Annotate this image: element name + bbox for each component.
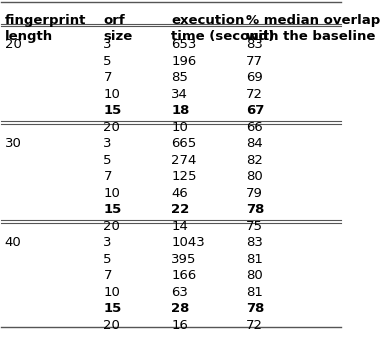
Text: 10: 10 xyxy=(103,286,120,299)
Text: orf
size: orf size xyxy=(103,14,132,43)
Text: 16: 16 xyxy=(171,319,188,332)
Text: 1043: 1043 xyxy=(171,236,205,249)
Text: 10: 10 xyxy=(103,88,120,101)
Text: 78: 78 xyxy=(246,302,265,315)
Text: 10: 10 xyxy=(171,121,188,134)
Text: 15: 15 xyxy=(103,203,122,216)
Text: 84: 84 xyxy=(246,137,263,150)
Text: 81: 81 xyxy=(246,253,263,266)
Text: 5: 5 xyxy=(103,154,112,167)
Text: 395: 395 xyxy=(171,253,197,266)
Text: 653: 653 xyxy=(171,38,197,51)
Text: 77: 77 xyxy=(246,55,263,68)
Text: 81: 81 xyxy=(246,286,263,299)
Text: 196: 196 xyxy=(171,55,197,68)
Text: 20: 20 xyxy=(103,121,120,134)
Text: 5: 5 xyxy=(103,253,112,266)
Text: 3: 3 xyxy=(103,236,112,249)
Text: % median overlap
with the baseline: % median overlap with the baseline xyxy=(246,14,381,43)
Text: 20: 20 xyxy=(103,220,120,233)
Text: 18: 18 xyxy=(171,104,190,117)
Text: 14: 14 xyxy=(171,220,188,233)
Text: 67: 67 xyxy=(246,104,265,117)
Text: 7: 7 xyxy=(103,269,112,282)
Text: 69: 69 xyxy=(246,71,263,84)
Text: 3: 3 xyxy=(103,137,112,150)
Text: 83: 83 xyxy=(246,38,263,51)
Text: 75: 75 xyxy=(246,220,263,233)
Text: 63: 63 xyxy=(171,286,188,299)
Text: 40: 40 xyxy=(5,236,22,249)
Text: 83: 83 xyxy=(246,236,263,249)
Text: execution
time (second): execution time (second) xyxy=(171,14,275,43)
Text: 125: 125 xyxy=(171,170,197,183)
Text: 22: 22 xyxy=(171,203,190,216)
Text: 20: 20 xyxy=(103,319,120,332)
Text: 66: 66 xyxy=(246,121,263,134)
Text: 15: 15 xyxy=(103,104,122,117)
Text: 166: 166 xyxy=(171,269,197,282)
Text: 82: 82 xyxy=(246,154,263,167)
Text: 7: 7 xyxy=(103,170,112,183)
Text: 85: 85 xyxy=(171,71,188,84)
Text: 7: 7 xyxy=(103,71,112,84)
Text: 30: 30 xyxy=(5,137,22,150)
Text: 3: 3 xyxy=(103,38,112,51)
Text: 80: 80 xyxy=(246,269,263,282)
Text: 28: 28 xyxy=(171,302,190,315)
Text: 79: 79 xyxy=(246,187,263,200)
Text: 10: 10 xyxy=(103,187,120,200)
Text: 34: 34 xyxy=(171,88,188,101)
Text: 274: 274 xyxy=(171,154,197,167)
Text: 72: 72 xyxy=(246,319,263,332)
Text: 78: 78 xyxy=(246,203,265,216)
Text: 80: 80 xyxy=(246,170,263,183)
Text: 15: 15 xyxy=(103,302,122,315)
Text: fingerprint
length: fingerprint length xyxy=(5,14,86,43)
Text: 72: 72 xyxy=(246,88,263,101)
Text: 46: 46 xyxy=(171,187,188,200)
Text: 665: 665 xyxy=(171,137,197,150)
Text: 20: 20 xyxy=(5,38,22,51)
Text: 5: 5 xyxy=(103,55,112,68)
